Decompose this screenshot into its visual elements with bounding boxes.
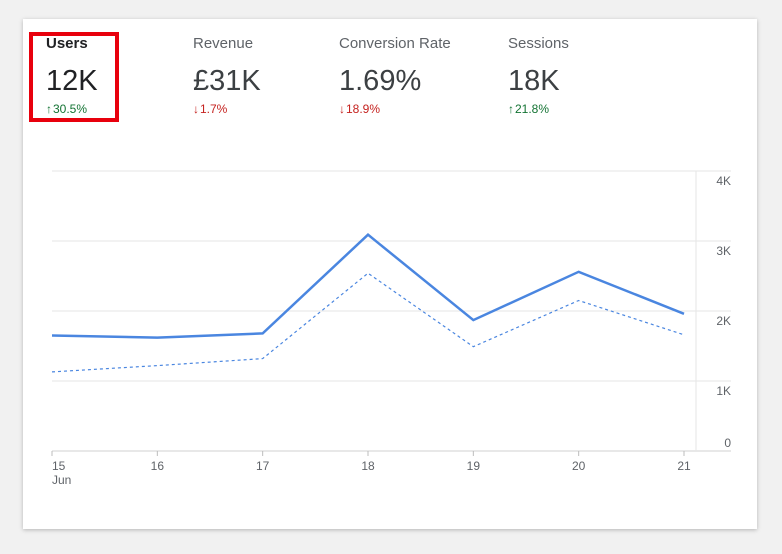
analytics-card: Users 12K ↑30.5% Revenue £31K ↓1.7% Conv…: [23, 19, 757, 529]
arrow-up-icon: ↑: [508, 102, 514, 116]
x-tick-label: 18: [361, 459, 375, 473]
metric-conversion-rate[interactable]: Conversion Rate 1.69% ↓18.9%: [339, 29, 479, 119]
metric-label: Revenue: [193, 35, 254, 52]
metric-value: 18K: [508, 65, 560, 97]
metric-change: ↑21.8%: [508, 102, 549, 116]
y-tick-label: 3K: [716, 244, 731, 258]
metric-sessions[interactable]: Sessions 18K ↑21.8%: [508, 29, 648, 119]
y-tick-label: 0: [724, 436, 731, 450]
x-tick-label: 19: [467, 459, 481, 473]
metric-change: ↓1.7%: [193, 102, 227, 116]
metric-users[interactable]: Users 12K ↑30.5%: [46, 29, 186, 119]
metric-change-value: 18.9%: [346, 102, 381, 116]
metric-value: £31K: [193, 65, 261, 97]
arrow-down-icon: ↓: [339, 102, 345, 116]
metric-change-value: 1.7%: [200, 102, 228, 116]
y-axis: 0 1K 2K 3K 4K: [716, 174, 731, 450]
metric-change: ↓18.9%: [339, 102, 380, 116]
chart-grid: [52, 170, 731, 452]
x-tick-label: 15: [52, 459, 66, 473]
chart-series: [51, 233, 685, 373]
y-tick-label: 1K: [716, 384, 731, 398]
metric-value: 12K: [46, 65, 98, 97]
metric-label: Conversion Rate: [339, 35, 451, 52]
metric-label: Users: [46, 35, 88, 52]
y-tick-label: 2K: [716, 314, 731, 328]
x-tick-label: 20: [572, 459, 586, 473]
selection-highlight: [29, 32, 119, 122]
metric-change-value: 21.8%: [515, 102, 550, 116]
line-chart: 0 1K 2K 3K 4K 15 16 17 18 19 20 21 Jun: [51, 170, 731, 487]
y-tick-label: 4K: [716, 174, 731, 188]
arrow-down-icon: ↓: [193, 102, 199, 116]
series-line-previous-period: [51, 272, 685, 373]
metric-revenue[interactable]: Revenue £31K ↓1.7%: [193, 29, 333, 119]
metric-value: 1.69%: [339, 65, 422, 97]
x-tick-label: 17: [256, 459, 270, 473]
series-line-current-period: [51, 233, 685, 339]
x-tick-label: 21: [677, 459, 691, 473]
x-tick-label: 16: [151, 459, 165, 473]
metric-change-value: 30.5%: [53, 102, 88, 116]
x-axis: 15 16 17 18 19 20 21 Jun: [51, 451, 691, 487]
metric-label: Sessions: [508, 35, 569, 52]
arrow-up-icon: ↑: [46, 102, 52, 116]
x-month-label: Jun: [52, 473, 71, 487]
metric-change: ↑30.5%: [46, 102, 87, 116]
